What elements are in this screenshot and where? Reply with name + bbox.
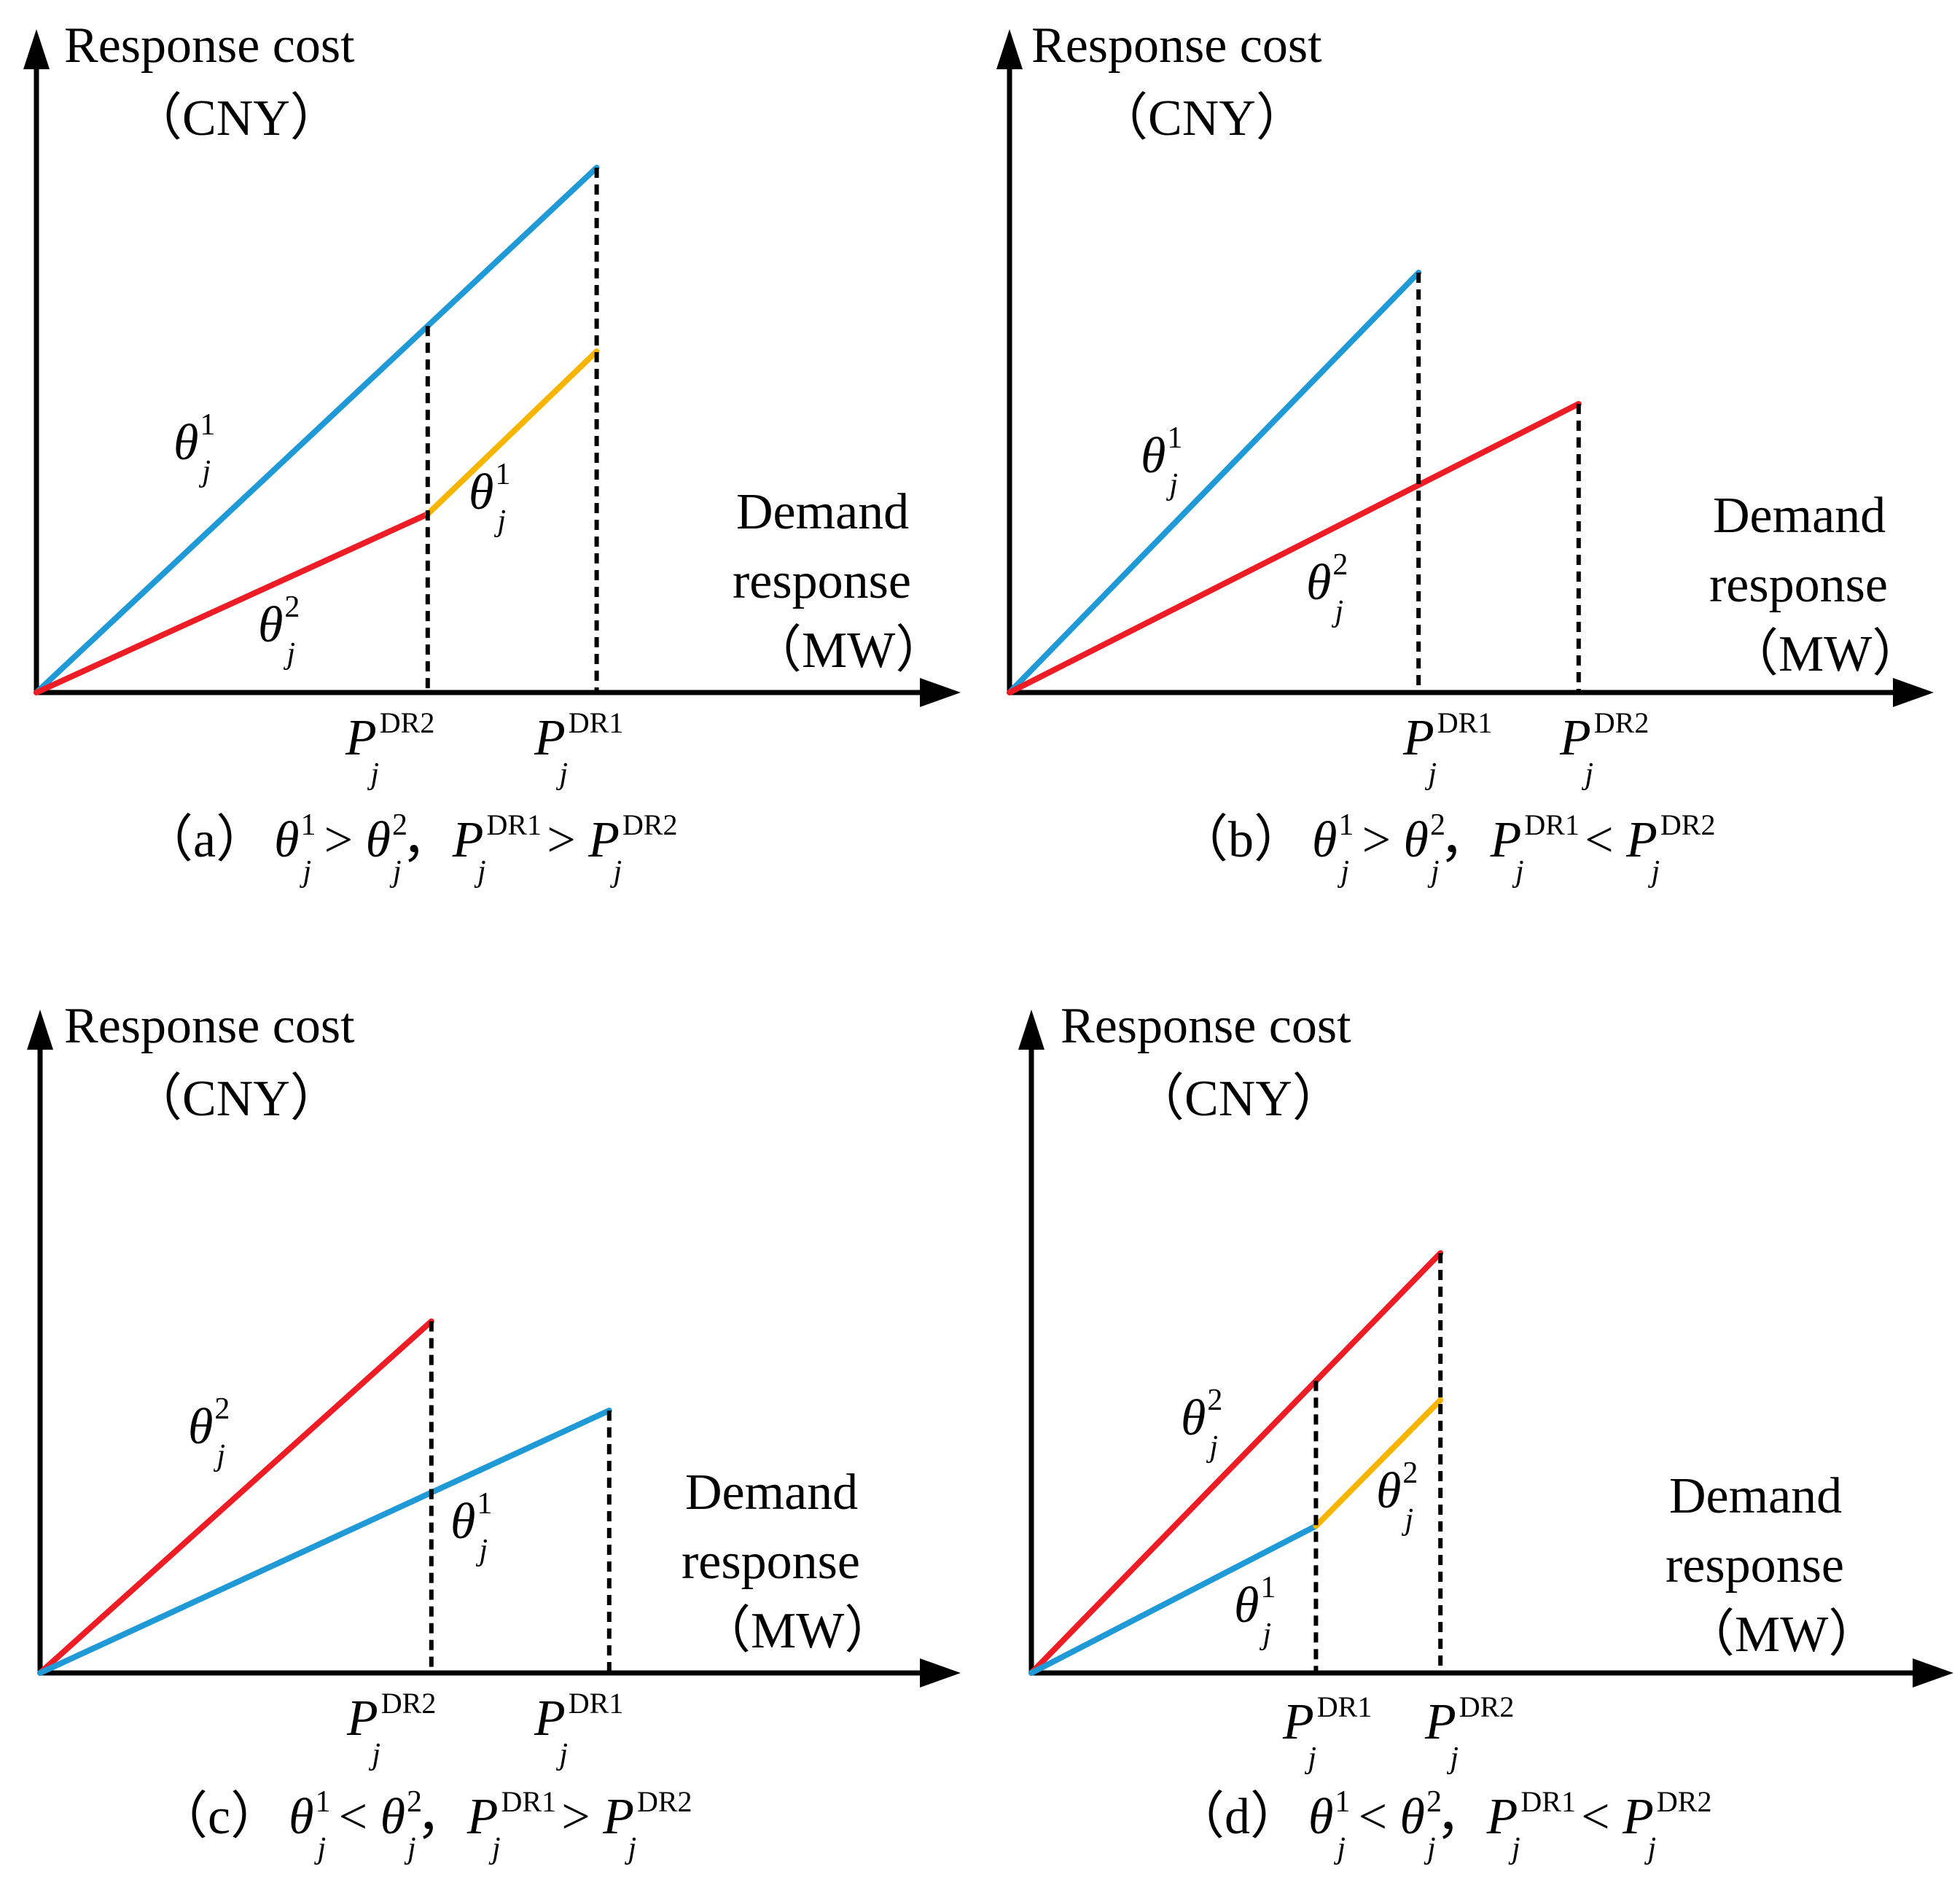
x-axis-unit: （MW） <box>1727 626 1923 682</box>
y-axis-unit: （CNY） <box>1133 1071 1343 1127</box>
y-axis-unit: （CNY） <box>131 90 341 147</box>
tick-label-p-dr1: P DR1 j <box>534 706 623 791</box>
y-axis-unit: （CNY） <box>1097 90 1307 147</box>
series-theta1-blue-line <box>37 1408 612 1676</box>
panel-b: Response cost （CNY） Demand response （MW）… <box>996 17 1934 889</box>
y-axis-title: Response cost <box>1031 17 1322 74</box>
y-axis-title: Response cost <box>64 998 355 1054</box>
theta1-label-blue: θ1 j <box>450 1487 492 1567</box>
series-theta2-red-line <box>37 1318 434 1676</box>
theta2-label-red: θ2 j <box>258 590 300 671</box>
y-axis-arrowhead <box>1018 1010 1045 1050</box>
x-axis-arrowhead <box>1913 1658 1953 1688</box>
y-axis-title: Response cost <box>1061 998 1351 1054</box>
x-axis-unit: （MW） <box>751 623 946 679</box>
x-axis-title-line2: response <box>733 553 911 609</box>
tick-label-p-dr2: P DR2 j <box>1559 706 1649 791</box>
series-theta2-red-line <box>1028 1250 1444 1676</box>
x-axis-title-line1: Demand <box>1669 1468 1842 1524</box>
y-axis-arrowhead <box>27 1010 53 1050</box>
x-axis-title-line2: response <box>1709 557 1888 613</box>
panel-a: Response cost （CNY） Demand response （MW）… <box>23 17 961 889</box>
series-theta1-blue-line <box>1028 1523 1319 1676</box>
theta2-label-red: θ2 j <box>1181 1384 1222 1464</box>
caption-a: （a） θ1 j > θ2 j，P DR1 j > P DR2 j <box>142 808 678 889</box>
series-theta2-red-line <box>1007 401 1582 695</box>
y-axis-unit: （CNY） <box>131 1071 341 1127</box>
series-theta1-orange-line <box>424 348 600 518</box>
series-theta2-red-line <box>34 511 431 695</box>
x-axis-title-line1: Demand <box>1713 488 1886 544</box>
x-axis-arrowhead <box>1893 678 1934 707</box>
x-axis-unit: （MW） <box>1684 1607 1879 1663</box>
tick-label-p-dr2: P DR2 j <box>345 706 434 791</box>
x-axis-unit: （MW） <box>700 1603 895 1659</box>
panel-c: Response cost （CNY） Demand response （MW）… <box>27 998 961 1865</box>
y-axis-arrowhead <box>23 29 50 69</box>
tick-label-p-dr2: P DR2 j <box>346 1687 436 1771</box>
theta1-label-blue: θ1 j <box>173 408 215 488</box>
theta2-label-red: θ2 j <box>1306 548 1348 628</box>
tick-label-p-dr1: P DR1 j <box>1402 706 1492 791</box>
y-axis-title: Response cost <box>64 17 355 74</box>
x-axis-arrowhead <box>920 1658 961 1688</box>
y-axis-arrowhead <box>996 29 1023 69</box>
x-axis-arrowhead <box>920 678 961 707</box>
tick-label-p-dr1: P DR1 j <box>1282 1690 1372 1775</box>
tick-label-p-dr1: P DR1 j <box>534 1687 623 1771</box>
panel-d: Response cost （CNY） Demand response （MW）… <box>1018 998 1953 1865</box>
tick-label-p-dr2: P DR2 j <box>1424 1690 1514 1775</box>
theta1-label-orange: θ1 j <box>469 458 510 538</box>
x-axis-title-line1: Demand <box>736 484 909 540</box>
series-theta1-blue-line <box>34 165 600 695</box>
theta2-label-red: θ2 j <box>188 1392 230 1472</box>
theta2-label-orange: θ2 j <box>1376 1456 1418 1537</box>
caption-b: （b） θ1 j > θ2 j，P DR1 j < P DR2 j <box>1177 808 1715 889</box>
caption-c: （c） θ1 j < θ2 j，P DR1 j > P DR2 j <box>157 1785 692 1865</box>
x-axis-title-line2: response <box>1666 1537 1844 1594</box>
theta1-label-blue: θ1 j <box>1234 1571 1276 1651</box>
x-axis-title-line1: Demand <box>685 1464 858 1521</box>
series-theta2-orange-line <box>1313 1397 1444 1529</box>
caption-d: （d） θ1 j < θ2 j，P DR1 j < P DR2 j <box>1174 1785 1711 1865</box>
series-theta1-blue-line <box>1007 270 1422 695</box>
x-axis-title-line2: response <box>682 1534 860 1590</box>
theta1-label-blue: θ1 j <box>1141 421 1182 502</box>
